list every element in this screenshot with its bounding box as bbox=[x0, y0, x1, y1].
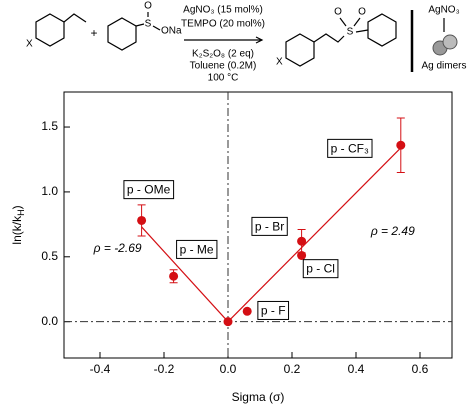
x-tick-label: -0.4 bbox=[90, 362, 111, 376]
y-label-part: ) bbox=[10, 205, 24, 209]
fit-annotation: ρ = 2.49 bbox=[370, 224, 415, 238]
atom: O bbox=[358, 7, 366, 18]
y-label-part: ln(k/k bbox=[10, 215, 24, 245]
atom: ONa bbox=[161, 26, 182, 37]
condition: Toluene (0.2M) bbox=[190, 61, 257, 72]
plus: + bbox=[90, 26, 97, 40]
ring bbox=[107, 17, 137, 51]
vinyl bbox=[63, 13, 87, 23]
x-tick-label: 0.2 bbox=[284, 362, 301, 376]
x-tick-label: 0.6 bbox=[412, 362, 429, 376]
x-tick-label: 0.4 bbox=[348, 362, 365, 376]
atom: S bbox=[145, 19, 152, 30]
substituent: X bbox=[26, 39, 33, 50]
atom: O bbox=[144, 1, 152, 12]
data-point bbox=[297, 250, 307, 260]
data-point bbox=[396, 140, 406, 150]
x-tick-label: 0.0 bbox=[220, 362, 237, 376]
bond bbox=[339, 17, 347, 27]
data-point bbox=[297, 236, 307, 246]
label-box bbox=[123, 180, 175, 200]
condition: 100 °C bbox=[208, 73, 239, 84]
atom: O bbox=[334, 7, 342, 18]
catalyst: AgNO₃ bbox=[428, 5, 459, 16]
point-label: p - OMe bbox=[127, 183, 171, 197]
plot-frame bbox=[63, 91, 453, 359]
x-axis-label: Sigma (σ) bbox=[232, 390, 285, 404]
data-point bbox=[137, 215, 147, 225]
data-point bbox=[223, 317, 233, 327]
bond bbox=[355, 29, 369, 33]
label-box bbox=[176, 239, 218, 259]
condition: AgNO₃ (15 mol%) bbox=[183, 5, 263, 16]
ring bbox=[285, 33, 315, 67]
y-axis-label: ln(k/kH) bbox=[10, 205, 26, 244]
x-tick-label: -0.2 bbox=[154, 362, 175, 376]
label-box bbox=[327, 138, 373, 158]
y-tick-label: 1.0 bbox=[41, 184, 58, 198]
reaction-scheme: X + S O ONa AgNO₃ (15 mol%) TEMPO (20 mo… bbox=[26, 1, 467, 84]
vinyl bbox=[313, 33, 345, 43]
point-label: p - Br bbox=[255, 219, 284, 233]
point-label: p - F bbox=[261, 303, 286, 317]
ring bbox=[35, 13, 65, 47]
fit-line bbox=[141, 226, 229, 323]
y-label-part: H bbox=[16, 209, 26, 216]
condition: TEMPO (20 mol%) bbox=[181, 19, 265, 30]
label-box bbox=[257, 300, 290, 320]
label-box bbox=[251, 216, 288, 236]
data-point bbox=[169, 271, 179, 281]
substituent: X bbox=[276, 57, 283, 68]
arrow-head bbox=[255, 36, 264, 44]
bond bbox=[135, 23, 145, 27]
y-tick-label: 0.0 bbox=[41, 314, 58, 328]
atom: S bbox=[347, 27, 354, 38]
y-tick-label: 1.5 bbox=[41, 119, 58, 133]
data-point bbox=[242, 306, 252, 316]
bond bbox=[353, 17, 361, 27]
point-label: p - CF₃ bbox=[331, 141, 369, 155]
bond bbox=[152, 25, 161, 31]
point-label: p - Me bbox=[180, 242, 214, 256]
label-box bbox=[302, 259, 339, 279]
catalyst-label: Ag dimers bbox=[421, 61, 466, 72]
point-label: p - Cl bbox=[306, 262, 335, 276]
ag-atom bbox=[442, 34, 458, 50]
fit-annotation: ρ = -2.69 bbox=[93, 241, 142, 255]
fit-line bbox=[227, 147, 402, 323]
condition: K₂S₂O₈ (2 eq) bbox=[192, 49, 254, 60]
ring bbox=[367, 13, 397, 47]
y-tick-label: 0.5 bbox=[41, 249, 58, 263]
